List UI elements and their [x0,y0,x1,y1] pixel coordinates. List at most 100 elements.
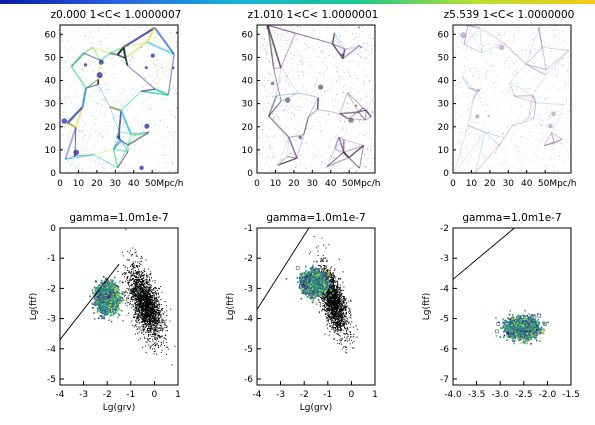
point [145,289,147,291]
point [144,337,146,339]
point [104,283,106,286]
point [89,295,91,298]
point [155,286,157,288]
point [144,311,146,313]
point [146,286,147,288]
point [142,314,144,316]
point [107,280,109,283]
point [153,327,155,329]
point [133,305,135,307]
point [136,289,138,291]
point [135,299,137,301]
point [140,298,142,300]
point [127,289,129,291]
point [115,301,117,304]
point [340,331,342,333]
point [135,300,137,302]
point [156,290,158,291]
point [326,320,328,322]
point [134,285,136,286]
point [144,298,146,299]
point [126,288,128,289]
point [150,328,152,330]
point [339,277,341,279]
point [342,320,344,322]
point [155,313,157,315]
point [322,302,324,304]
point [155,326,157,328]
point [103,291,105,293]
point [128,252,130,254]
point [334,329,336,331]
point [147,295,149,297]
point [154,332,156,334]
point [156,309,158,311]
point [334,268,336,270]
point [338,304,340,306]
point [327,304,328,306]
point [145,301,147,303]
point [98,291,101,293]
point [149,317,151,319]
point [145,304,147,306]
point [337,314,339,316]
point [337,304,339,306]
point [350,333,352,335]
point [338,306,340,308]
point [154,305,156,307]
x-tick-label: 20 [288,179,300,189]
point [101,302,103,305]
point [137,272,139,274]
panel-frame [452,24,572,174]
point [321,260,323,262]
point [341,303,343,305]
point [100,311,102,314]
point [150,317,152,318]
point [151,344,153,346]
point [158,315,160,316]
point [342,313,343,315]
point [110,290,114,294]
point [144,309,146,311]
point [140,300,142,302]
point [336,318,337,320]
point [147,294,149,296]
point [144,295,145,297]
point [331,277,333,279]
point [336,316,338,318]
point [113,308,115,310]
point [118,298,121,301]
point [136,265,138,267]
point [111,311,114,313]
point [337,322,339,323]
point [310,251,312,253]
point [348,311,350,313]
point [138,309,140,311]
point [150,288,152,290]
point [165,305,167,307]
point [334,289,335,291]
point [335,312,337,314]
point [332,280,334,282]
point [147,313,149,315]
point [125,280,126,282]
point [133,299,135,301]
point [339,315,341,317]
point [150,308,152,310]
point [101,283,103,286]
point [323,265,325,266]
point [130,254,132,256]
point [333,313,335,315]
point [328,292,330,294]
point [323,309,325,311]
point [108,306,110,309]
point [128,289,130,291]
point [336,289,338,291]
point [136,279,138,281]
point [157,301,159,302]
point [137,313,139,315]
point [139,328,141,330]
point [313,261,315,263]
point [145,331,147,333]
point [110,288,112,291]
